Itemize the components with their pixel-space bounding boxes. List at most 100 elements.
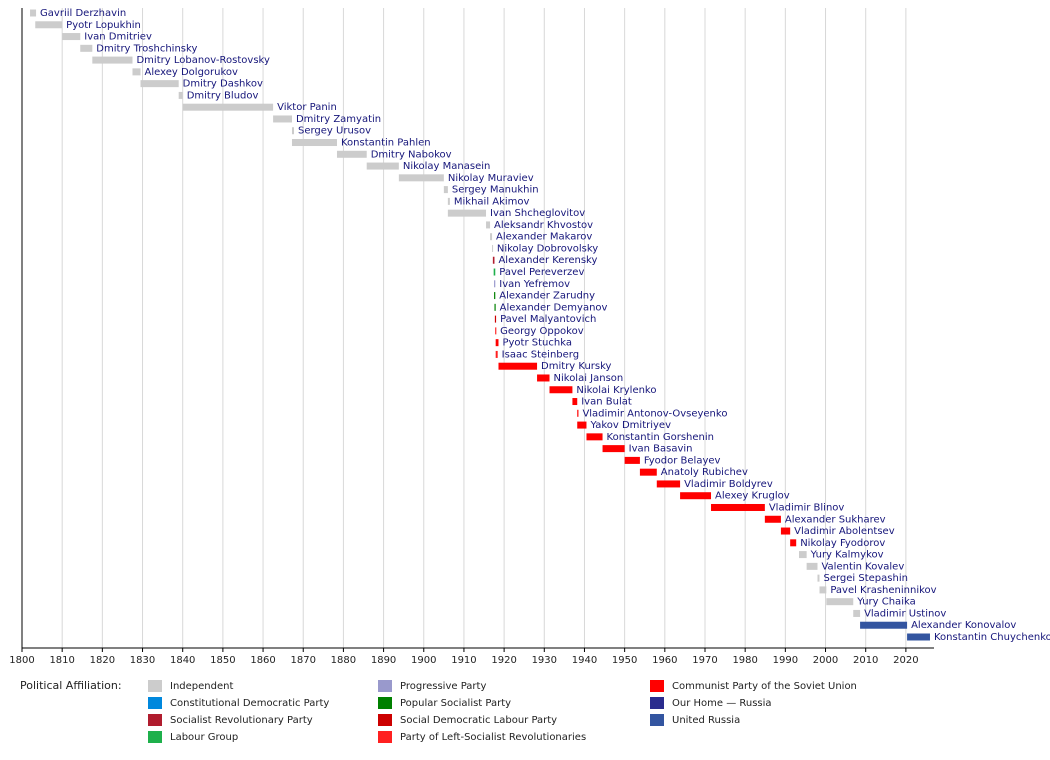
term-bar [366, 162, 399, 170]
legend-label: Labour Group [170, 732, 238, 743]
minister-name: Alexander Makarov [496, 232, 592, 243]
minister-name: Vladimir Antonov-Ovseyenko [582, 408, 727, 419]
term-bar [443, 186, 448, 194]
term-bar [495, 327, 497, 335]
term-bar [495, 350, 498, 358]
x-tick-label: 1880 [331, 655, 356, 666]
x-tick-label: 2000 [813, 655, 838, 666]
legend-label: United Russia [672, 715, 740, 726]
x-tick-label: 1870 [291, 655, 316, 666]
term-bar [178, 91, 183, 99]
term-bar [602, 445, 625, 453]
x-tick-label: 1900 [411, 655, 436, 666]
term-bar [790, 539, 797, 547]
legend-swatch [378, 697, 392, 709]
term-bar [492, 244, 494, 252]
term-bar [80, 44, 93, 52]
term-bar [826, 598, 854, 606]
term-bar [572, 398, 578, 406]
legend-swatch [148, 697, 162, 709]
minister-name: Dmitry Troshchinsky [96, 43, 197, 54]
minister-name: Sergei Stepashin [823, 573, 907, 584]
term-bar [182, 103, 274, 111]
minister-name: Ivan Bulat [581, 397, 632, 408]
minister-name: Yury Chaika [856, 597, 915, 608]
minister-name: Alexander Konovalov [911, 620, 1016, 631]
term-bar [62, 33, 81, 41]
legend-swatch [650, 680, 664, 692]
term-bar [780, 527, 791, 535]
term-bar [30, 9, 37, 17]
x-tick-label: 1950 [612, 655, 637, 666]
minister-name: Alexander Zarudny [499, 291, 595, 302]
legend-label: Communist Party of the Soviet Union [672, 681, 857, 692]
term-bar [764, 515, 781, 523]
term-bar [494, 303, 496, 311]
minister-name: Aleksandr Khvostov [494, 220, 593, 231]
minister-name: Konstantin Pahlen [341, 138, 431, 149]
term-bar [680, 492, 712, 500]
term-bar [92, 56, 133, 64]
minister-name: Dmitry Zamyatin [296, 114, 381, 125]
term-bar [860, 621, 908, 629]
minister-name: Valentin Kovalev [821, 561, 904, 572]
minister-name: Anatoly Rubichev [661, 467, 748, 478]
minister-name: Sergey Urusov [298, 126, 371, 137]
term-bar [817, 574, 820, 582]
term-bar [398, 174, 444, 182]
minister-name: Vladimir Blinov [769, 502, 845, 513]
legend-swatch [148, 680, 162, 692]
term-bar [907, 633, 930, 641]
legend-swatch [148, 731, 162, 743]
term-bar [639, 468, 657, 476]
term-bar [711, 503, 765, 511]
minister-name: Mikhail Akimov [454, 196, 530, 207]
minister-name: Alexey Kruglov [715, 491, 790, 502]
minister-name: Yakov Dmitriyev [589, 420, 671, 431]
x-tick-label: 1990 [773, 655, 798, 666]
minister-name: Viktor Panin [277, 102, 337, 113]
term-bar [447, 197, 450, 205]
legend-swatch [378, 680, 392, 692]
x-tick-label: 1930 [532, 655, 557, 666]
minister-name: Ivan Shcheglovitov [490, 208, 585, 219]
term-bar [577, 421, 587, 429]
legend-swatch [378, 714, 392, 726]
minister-name: Ivan Dmitriev [84, 32, 152, 43]
term-bar [586, 433, 603, 441]
x-tick-label: 1830 [130, 655, 155, 666]
term-bar [35, 21, 63, 29]
term-bar [498, 362, 538, 370]
minister-name: Alexander Demyanov [500, 302, 608, 313]
minister-name: Nikolay Fyodorov [800, 538, 885, 549]
minister-name: Dmitry Lobanov-Rostovsky [136, 55, 269, 66]
term-bar [494, 280, 496, 288]
term-bar [624, 456, 640, 464]
legend-label: Popular Socialist Party [400, 698, 511, 709]
minister-name: Vladimir Abolentsev [794, 526, 895, 537]
term-bar [494, 315, 497, 323]
term-bar [495, 339, 499, 347]
legend-label: Progressive Party [400, 681, 486, 692]
minister-name: Nikolay Manasein [403, 161, 491, 172]
minister-name: Dmitry Bludov [187, 90, 259, 101]
legend-swatch [650, 697, 664, 709]
x-tick-label: 1800 [9, 655, 34, 666]
minister-name: Pavel Malyantovich [500, 314, 596, 325]
term-bar [273, 115, 292, 123]
term-bar [549, 386, 573, 394]
minister-name: Ivan Yefremov [499, 279, 570, 290]
term-bar [336, 150, 367, 158]
minister-name: Nikolay Dobrovolsky [497, 243, 598, 254]
minister-name: Georgy Oppokov [500, 326, 584, 337]
minister-name: Dmitry Kursky [541, 361, 612, 372]
minister-name: Fyodor Belayev [644, 455, 721, 466]
x-tick-label: 1970 [692, 655, 717, 666]
x-tick-label: 1920 [491, 655, 516, 666]
minister-name: Sergey Manukhin [452, 185, 539, 196]
term-bar [537, 374, 550, 382]
minister-name: Alexey Dolgorukov [145, 67, 239, 78]
term-bar [490, 233, 493, 241]
x-tick-label: 1850 [210, 655, 235, 666]
minister-name: Konstantin Gorshenin [607, 432, 714, 443]
